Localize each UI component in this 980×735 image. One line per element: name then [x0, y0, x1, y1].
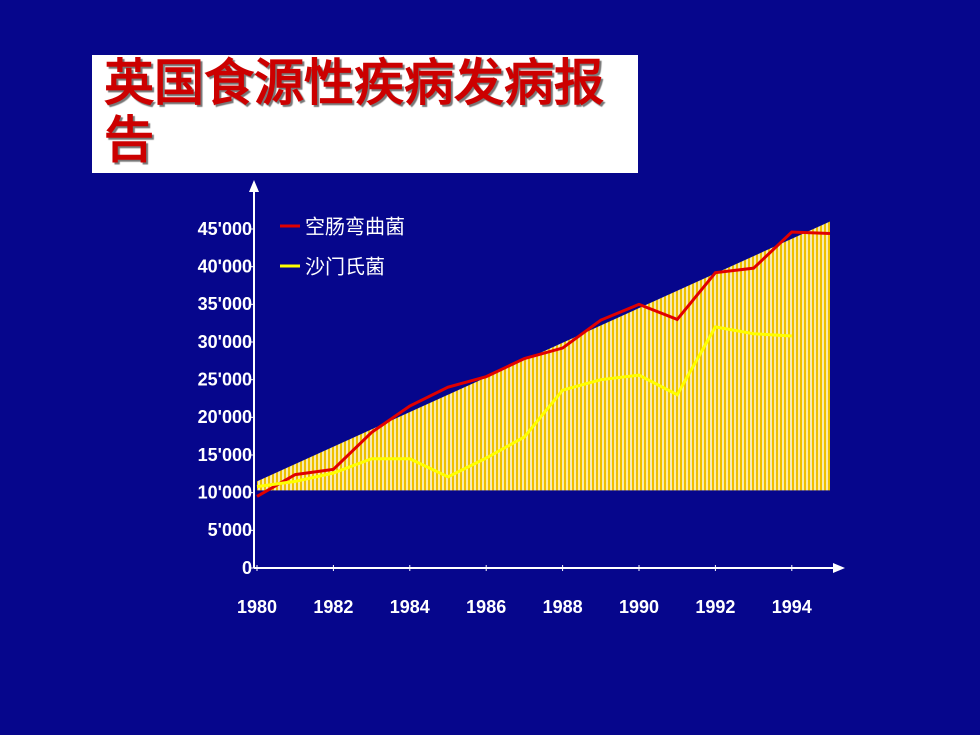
x-tick-label: 1994	[772, 597, 812, 617]
x-tick-label: 1982	[313, 597, 353, 617]
y-tick-label: 0	[242, 558, 252, 578]
y-tick-label: 15'000	[198, 445, 252, 465]
legend-label: 沙门氏菌	[305, 255, 385, 279]
series-line	[256, 230, 831, 498]
y-tick-label: 25'000	[198, 369, 252, 389]
x-tick-label: 1992	[695, 597, 735, 617]
legend-label: 空肠弯曲菌	[305, 215, 405, 239]
y-tick-label: 30'000	[198, 332, 252, 352]
y-tick-label: 40'000	[198, 256, 252, 276]
series-line	[256, 325, 792, 489]
x-tick-label: 1980	[237, 597, 277, 617]
x-tick-label: 1990	[619, 597, 659, 617]
y-tick-label: 35'000	[198, 294, 252, 314]
x-axis-arrow	[833, 563, 845, 573]
y-tick-label: 20'000	[198, 407, 252, 427]
chart-title: 英国食源性疾病发病报告	[92, 55, 638, 173]
y-tick-label: 10'000	[198, 482, 252, 502]
x-tick-label: 1988	[543, 597, 583, 617]
trend-area	[257, 221, 830, 491]
y-axis-arrow	[249, 180, 259, 192]
x-tick-label: 1986	[466, 597, 506, 617]
y-tick-label: 5'000	[208, 520, 252, 540]
y-tick-label: 45'000	[198, 219, 252, 239]
x-tick-label: 1984	[390, 597, 430, 617]
